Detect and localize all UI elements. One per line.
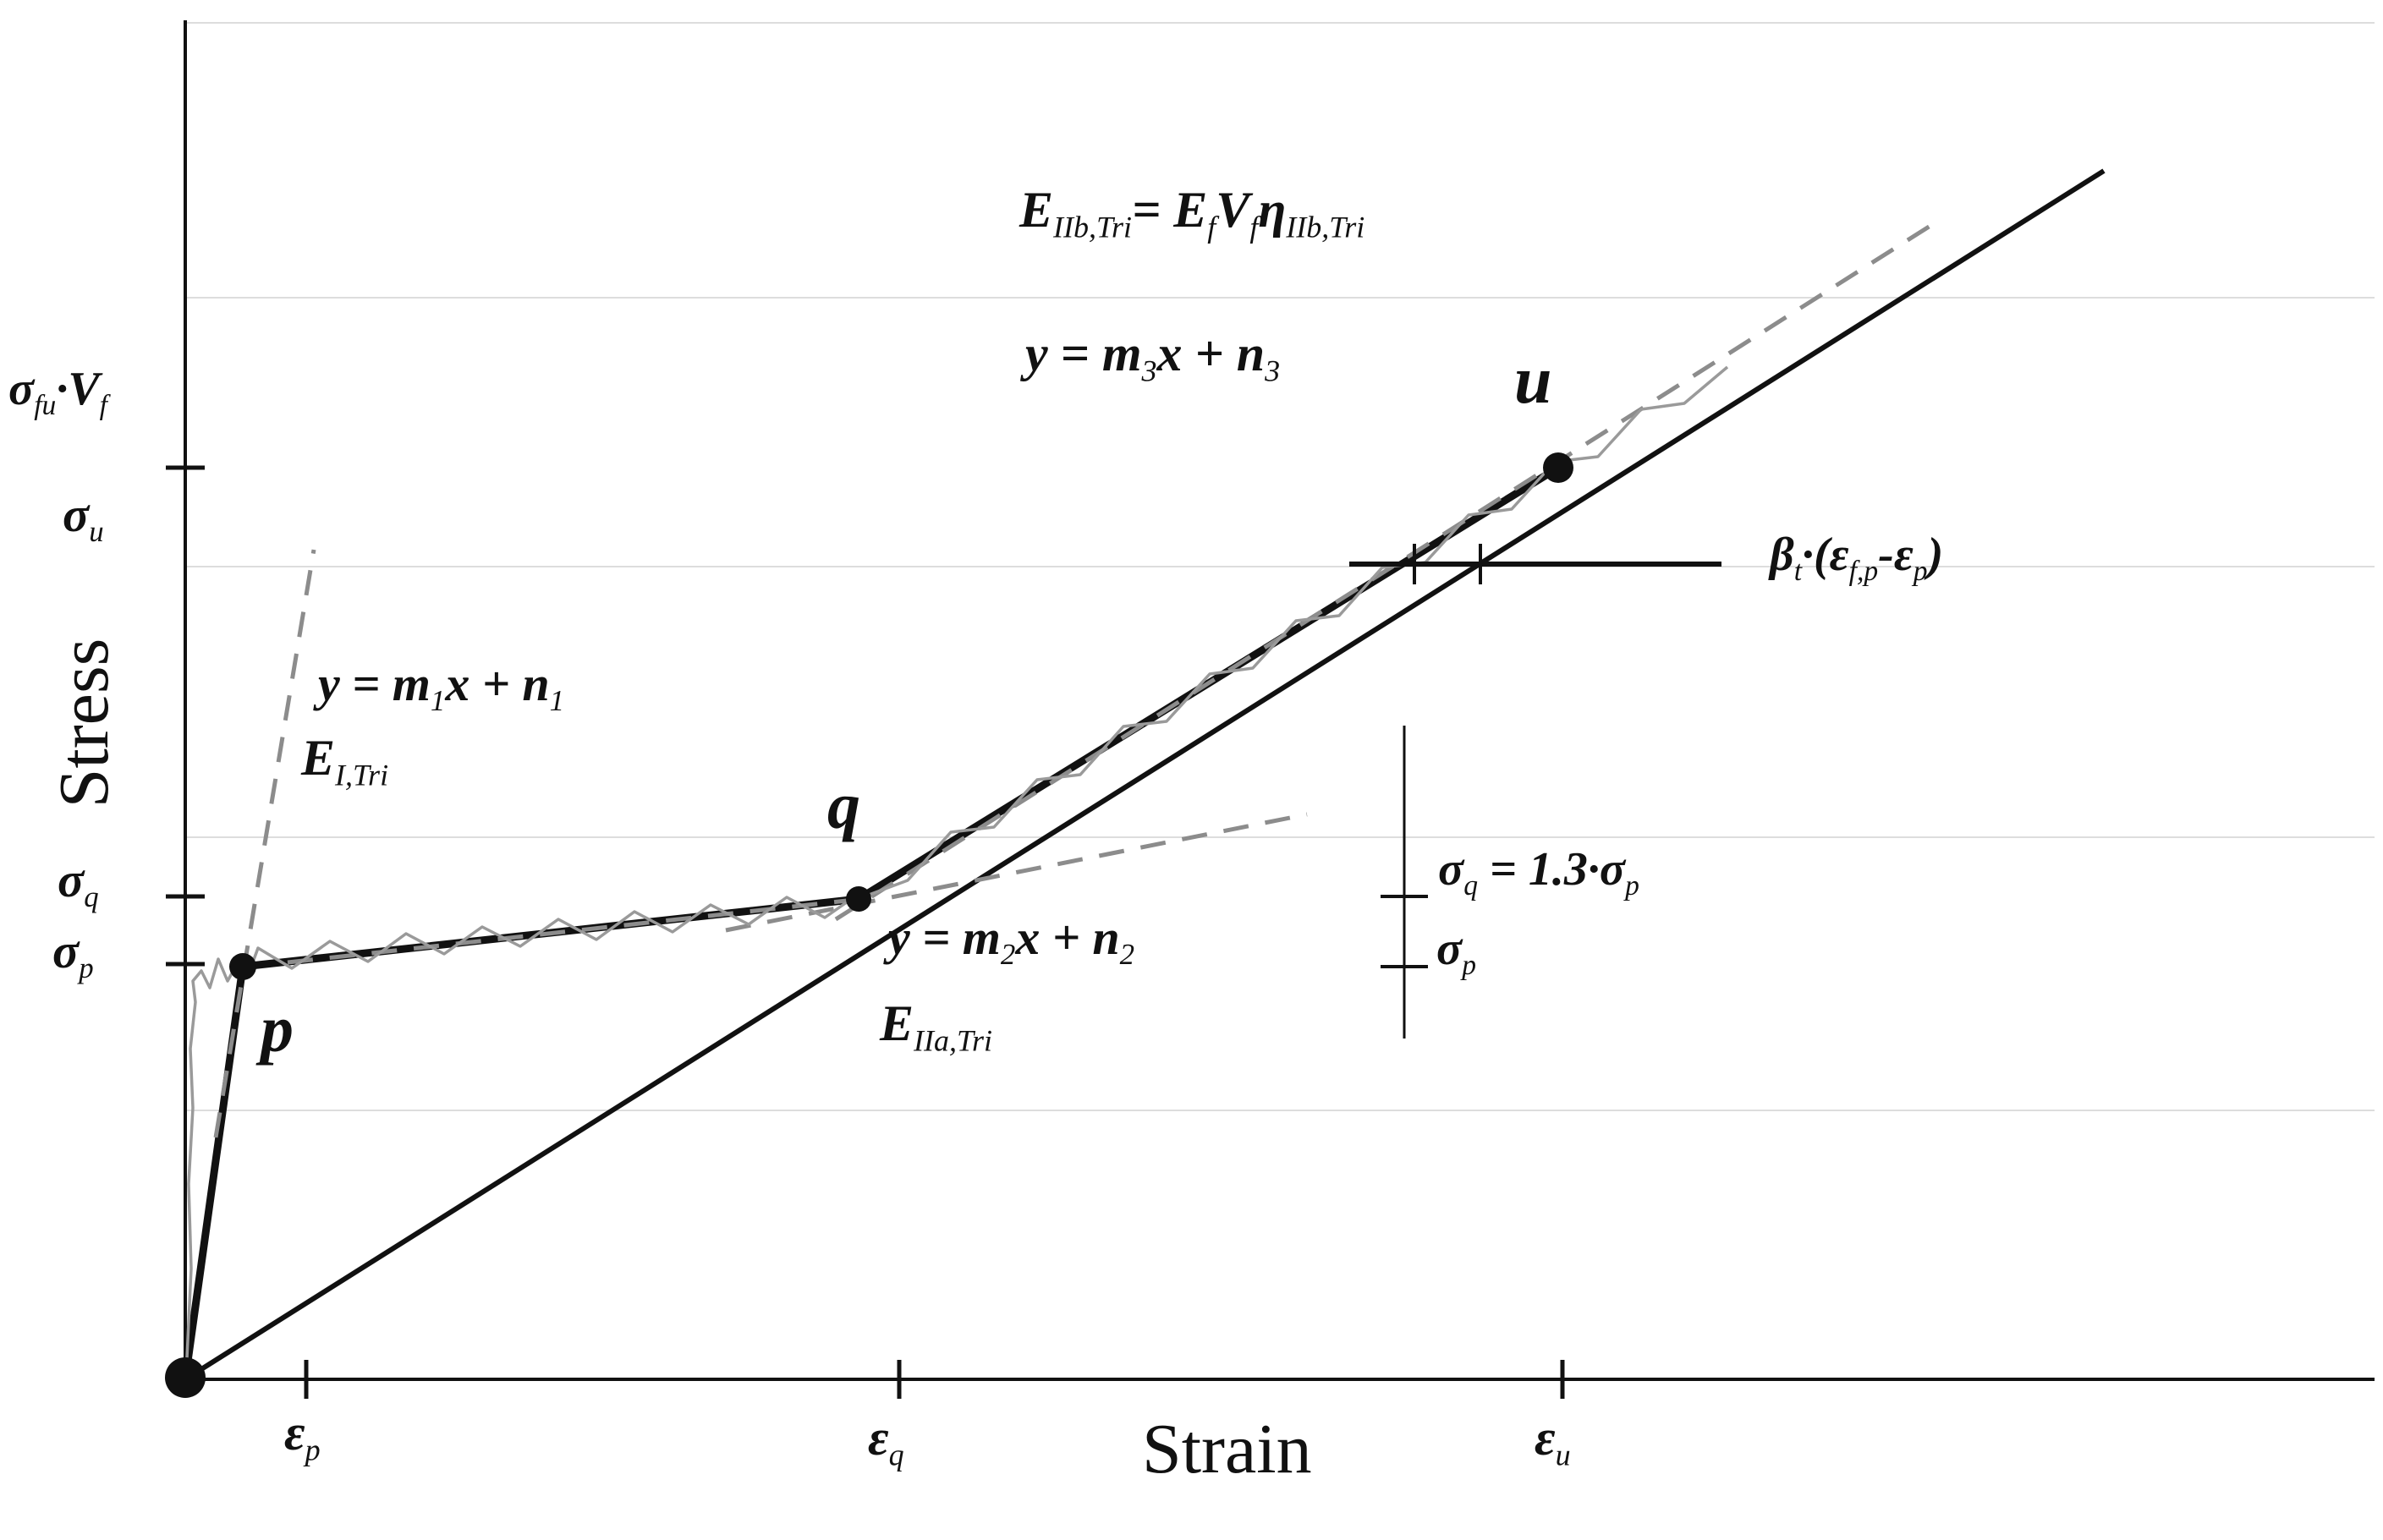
point-p-dot [229, 953, 256, 980]
ytick-label-sigma-q: σq [58, 852, 99, 914]
series-experimental-curve [184, 365, 1729, 1377]
equation-y-m1: y = m1x + n1 [318, 656, 565, 718]
xtick-label-eps-p: εp [284, 1405, 321, 1467]
x-axis-title: Strain [1142, 1410, 1312, 1488]
y-axis-title: Stress [45, 638, 124, 808]
equation-y-m2: y = m2x + n2 [888, 910, 1135, 972]
ytick-label-sigma-p: σp [52, 923, 94, 985]
point-label-p: p [261, 992, 294, 1066]
xtick-label-eps-q: εq [868, 1410, 904, 1472]
gridlines-group [185, 22, 2375, 1111]
series-tangent-3-dashed [834, 222, 1935, 922]
annotation-beta-offset: βt·(εf,p-εp) [1770, 529, 1944, 587]
xtick-label-eps-u: εu [1535, 1410, 1571, 1472]
series-tangent-2-shallow-dashed [725, 812, 1308, 933]
equation-y-m3: y = m3x + n3 [1025, 326, 1281, 388]
series-group [181, 168, 2106, 1382]
annotation-sigma-p: σp [1436, 923, 1476, 981]
equation-e-iib-tri: EIIb,Tri= EfVfηIIb,Tri [1019, 182, 1365, 244]
point-label-q: q [827, 769, 860, 842]
point-label-u: u [1514, 343, 1552, 418]
equation-e-iia-tri: EIIa,Tri [880, 995, 993, 1058]
series-tangent-1-steep-dashed [213, 549, 316, 1138]
ytick-label-sigma-fu-vf: σfu·Vf [8, 363, 108, 421]
ytick-label-sigma-u: σu [63, 487, 104, 549]
point-q-dot [846, 886, 871, 912]
point-u-dot [1543, 452, 1573, 483]
series-trilinear-model [181, 464, 1561, 1380]
measure-group [1349, 544, 1721, 1039]
origin-dot [165, 1357, 206, 1398]
equation-e-i-tri: EI,Tri [301, 730, 389, 792]
points-group [165, 452, 1573, 1398]
annotation-sigma-relation: σq = 1.3·σp [1438, 843, 1639, 902]
series-fiber-stiffness-line [184, 168, 2106, 1382]
axes-group [166, 20, 2375, 1399]
